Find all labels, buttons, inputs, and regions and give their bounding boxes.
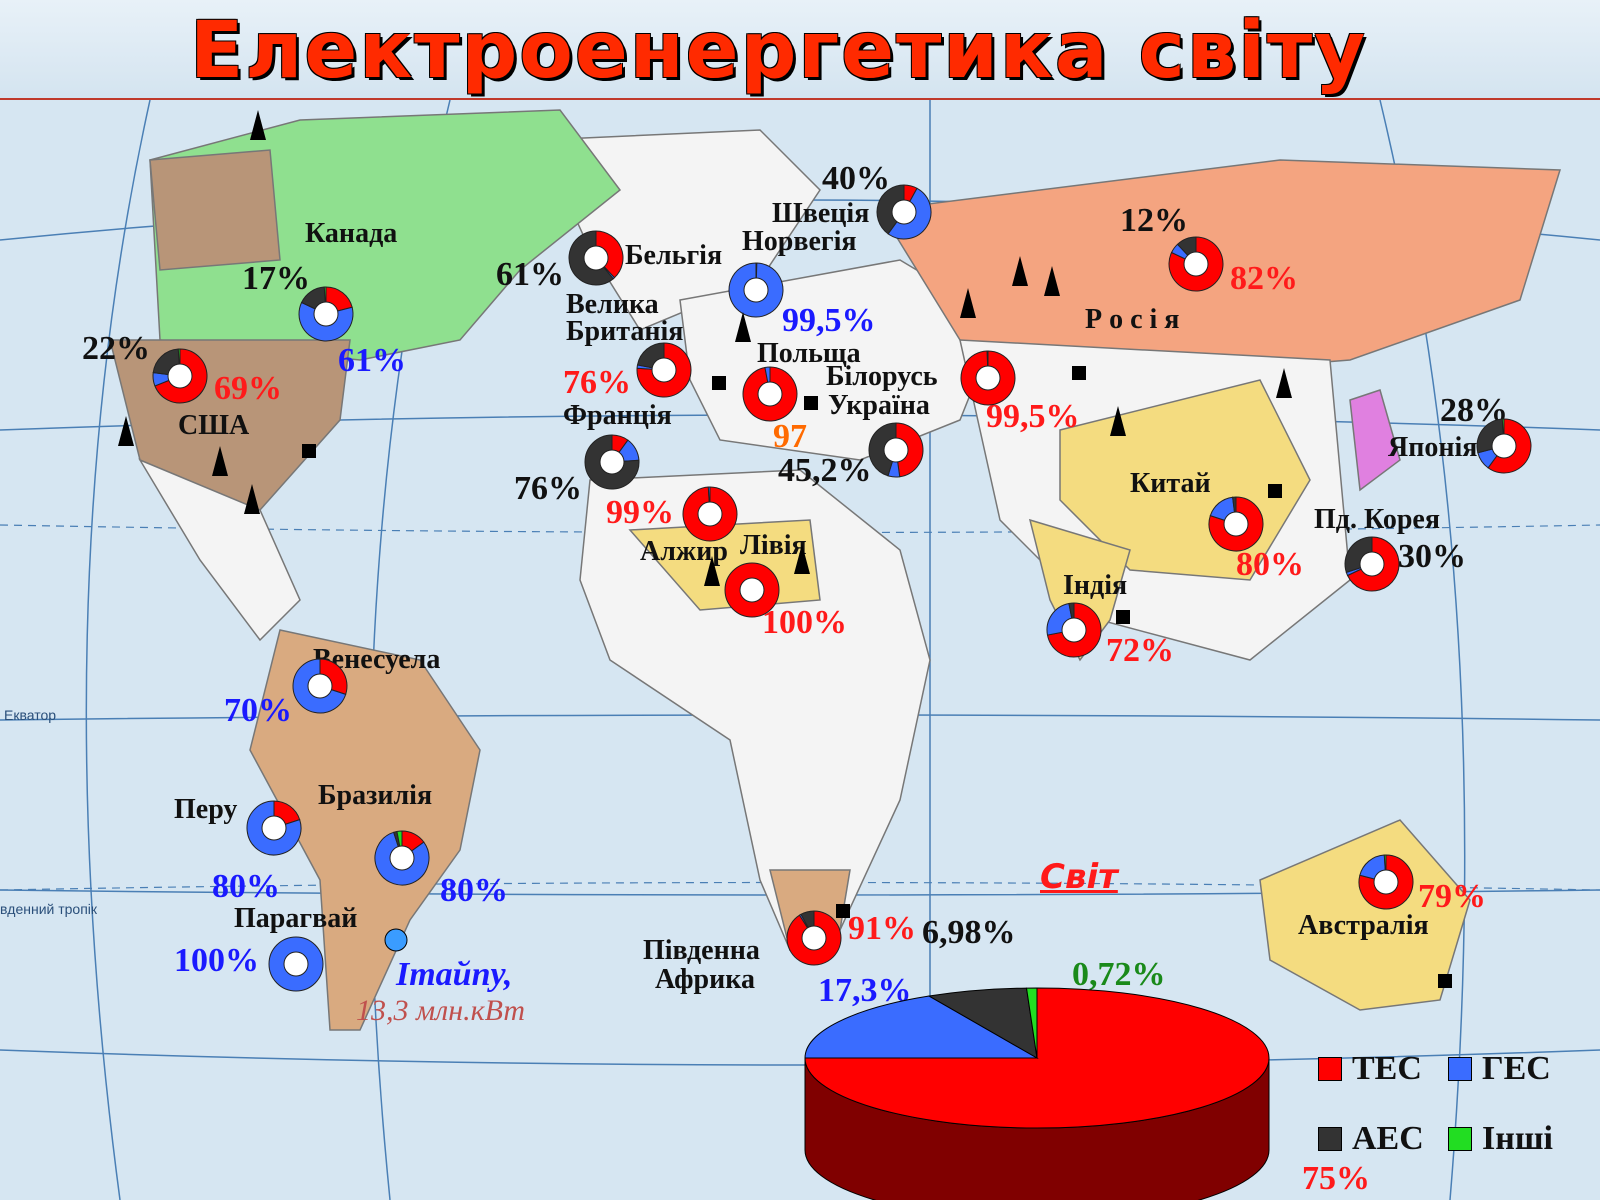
world-ges-label: 17,3% <box>818 972 912 1009</box>
country-label-sweden: Швеція <box>772 198 870 229</box>
country-label-norway: Норвегія <box>742 226 857 257</box>
alaska-land <box>149 149 281 271</box>
pct-france-aes: 76% <box>514 470 582 507</box>
itaipu-name: Ітайпу, <box>396 956 513 993</box>
pct-poland-tes: 97 <box>773 418 807 455</box>
pct-usa-aes: 22% <box>82 330 150 367</box>
legend-item-ges: ГЕС <box>1448 1050 1551 1088</box>
page-title: Електроенергетика світу <box>190 6 1368 96</box>
equator-label: Екватор <box>4 707 57 723</box>
country-label-india: Індія <box>1063 570 1128 601</box>
country-label-belarus: Білорусь <box>826 361 938 392</box>
country-label-ukraine: Україна <box>828 390 930 421</box>
pct-canada-ges: 61% <box>338 342 406 379</box>
mexico-land <box>138 458 301 642</box>
pct-paraguay-ges: 100% <box>174 942 259 979</box>
country-label-peru: Перу <box>174 794 238 825</box>
world-label: Світ <box>1040 857 1118 897</box>
australia-land <box>1259 819 1471 1011</box>
country-label-korea: Пд. Корея <box>1314 504 1440 535</box>
world-aes-label: 6,98% <box>922 914 1016 951</box>
legend-item-tes: ТЕС <box>1318 1050 1422 1088</box>
country-label-australia: Австралія <box>1298 910 1429 941</box>
country-label-france: Франція <box>563 400 672 431</box>
pct-sweden-aes: 40% <box>822 160 890 197</box>
country-label-south-africa-1: Південна <box>643 935 760 966</box>
country-label-south-africa-2: Африка <box>655 964 755 995</box>
legend-swatch-tes <box>1318 1057 1342 1081</box>
country-label-paraguay: Парагвай <box>234 903 358 934</box>
tropic-label: вденний тропік <box>0 901 98 917</box>
pct-russia-aes: 12% <box>1120 202 1188 239</box>
pct-venezuela-ges: 70% <box>224 692 292 729</box>
country-label-algeria: Алжир <box>640 536 728 567</box>
world-other-label: 0,72% <box>1072 956 1166 993</box>
pct-south-africa-tes: 91% <box>848 910 916 947</box>
pct-brazil-ges: 80% <box>440 872 508 909</box>
pct-china-tes: 80% <box>1236 546 1304 583</box>
pct-norway-ges: 99,5% <box>782 302 876 339</box>
legend-item-other: Інші <box>1448 1120 1553 1158</box>
legend-swatch-other <box>1448 1127 1472 1151</box>
country-label-uk-2: Британія <box>566 316 684 347</box>
country-label-usa: США <box>178 410 250 441</box>
pct-libya-tes: 100% <box>762 604 847 641</box>
pct-belgium-aes: 61% <box>496 256 564 293</box>
country-label-belgium: Бельгія <box>625 240 723 271</box>
world-tes-label: 75% <box>1302 1160 1370 1197</box>
pct-korea-aes: 30% <box>1398 538 1466 575</box>
legend-swatch-ges <box>1448 1057 1472 1081</box>
pct-ukraine-aes: 45,2% <box>778 452 872 489</box>
country-label-china: Китай <box>1130 468 1211 499</box>
pct-usa-tes: 69% <box>214 370 282 407</box>
country-label-brazil: Бразилія <box>318 780 433 811</box>
country-label-japan: Японія <box>1388 432 1478 463</box>
pct-australia-tes: 79% <box>1418 878 1486 915</box>
legend-swatch-aes <box>1318 1127 1342 1151</box>
pct-canada-aes: 17% <box>242 260 310 297</box>
pct-belarus-tes: 99,5% <box>986 398 1080 435</box>
legend: ТЕС ГЕС АЕС Інші <box>1318 1050 1598 1180</box>
pct-russia-tes: 82% <box>1230 260 1298 297</box>
header-banner: Електроенергетика світу <box>0 0 1600 100</box>
pct-india-tes: 72% <box>1106 632 1174 669</box>
pct-uk-tes: 76% <box>563 364 631 401</box>
itaipu-capacity: 13,3 млн.кВт <box>356 994 525 1027</box>
world-map <box>0 100 1600 1200</box>
country-label-uk-1: Велика <box>566 289 659 320</box>
country-label-russia: Р о с і я <box>1085 304 1180 335</box>
country-label-venezuela: Венесуела <box>313 644 441 675</box>
japan-land <box>1349 389 1401 492</box>
country-label-libya: Лівія <box>740 530 807 561</box>
country-label-poland: Польща <box>757 338 861 369</box>
pct-peru-ges: 80% <box>212 868 280 905</box>
country-label-canada: Канада <box>305 218 398 249</box>
pct-algeria-tes: 99% <box>606 494 674 531</box>
pct-japan-aes: 28% <box>1440 392 1508 429</box>
legend-item-aes: АЕС <box>1318 1120 1424 1158</box>
